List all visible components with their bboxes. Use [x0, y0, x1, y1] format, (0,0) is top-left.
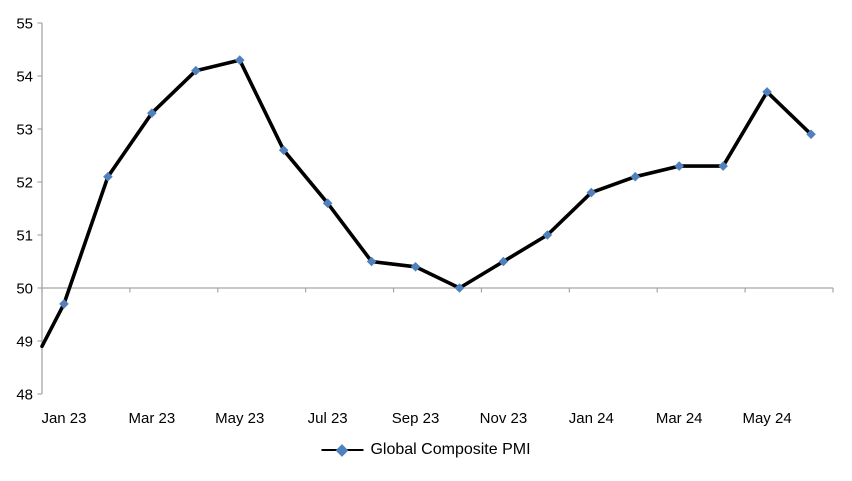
y-axis-label: 52 — [16, 174, 33, 191]
data-point-marker — [674, 161, 684, 171]
data-point-marker — [586, 187, 597, 198]
data-point-marker — [762, 87, 772, 97]
x-axis-label: May 24 — [742, 410, 791, 427]
data-point-marker — [630, 171, 641, 182]
x-axis-label: Mar 24 — [656, 410, 703, 427]
legend-key — [321, 443, 364, 457]
data-point-marker — [718, 161, 728, 171]
y-axis-label: 51 — [16, 227, 33, 244]
legend-diamond-marker-icon — [335, 443, 349, 457]
y-axis-label: 49 — [16, 333, 33, 350]
data-point-marker — [498, 256, 509, 267]
x-axis-label: Sep 23 — [392, 410, 440, 427]
y-axis-label: 54 — [16, 68, 33, 85]
y-axis-label: 50 — [16, 280, 33, 297]
data-point-marker — [542, 230, 553, 240]
data-point-marker — [191, 65, 201, 76]
y-axis-label: 48 — [16, 386, 33, 403]
y-axis-label: 55 — [16, 15, 33, 32]
x-axis-label: Jan 24 — [569, 410, 614, 427]
data-point-marker — [366, 256, 377, 267]
data-point-marker — [410, 262, 421, 272]
data-point-marker — [322, 198, 333, 208]
data-point-marker — [806, 129, 816, 140]
y-axis-label: 53 — [16, 121, 33, 138]
data-point-marker — [103, 171, 113, 182]
data-point-marker — [59, 299, 69, 309]
x-axis-label: May 23 — [215, 410, 264, 427]
x-axis-label: Jan 23 — [41, 410, 86, 427]
x-axis-label: Mar 23 — [129, 410, 176, 427]
data-point-marker — [147, 108, 157, 118]
x-axis-label: Jul 23 — [308, 410, 348, 427]
data-point-marker — [454, 283, 465, 293]
data-point-marker — [278, 145, 289, 155]
data-point-marker — [234, 55, 245, 65]
pmi-series-line — [40, 58, 813, 349]
legend: Global Composite PMI — [321, 441, 531, 459]
legend-label: Global Composite PMI — [370, 441, 531, 458]
x-axis-label: Nov 23 — [480, 410, 528, 427]
